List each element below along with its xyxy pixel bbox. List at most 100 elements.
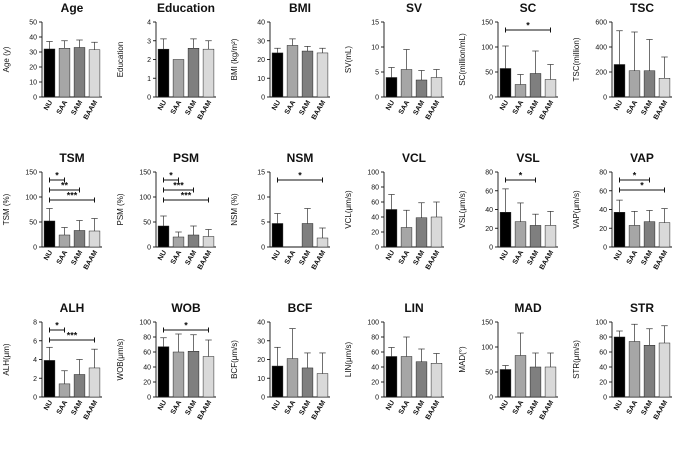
y-tick-label: 100 — [139, 320, 151, 327]
y-tick-label: 50 — [29, 220, 37, 227]
x-tick-label: NU — [385, 100, 396, 112]
y-tick-label: 100 — [481, 345, 493, 352]
y-tick-label: 3 — [147, 38, 151, 45]
significance-label: * — [184, 321, 188, 331]
x-tick-label: SAA — [398, 400, 411, 416]
x-tick-label: SAA — [284, 250, 297, 266]
y-tick-label: 400 — [595, 45, 607, 52]
y-axis-label: BMI (kg/m²) — [230, 38, 239, 80]
bar-saa — [400, 227, 413, 248]
bar-baam — [544, 366, 557, 398]
y-axis-label: WOB(μm/s) — [116, 338, 125, 380]
significance-label: *** — [181, 191, 192, 201]
x-tick-label: NU — [157, 250, 168, 262]
x-tick-label: NU — [157, 400, 168, 412]
y-tick-label: 80 — [485, 170, 493, 177]
y-tick-label: 150 — [25, 170, 37, 177]
significance-label: * — [55, 321, 59, 331]
bar-saa — [628, 341, 641, 398]
y-tick-label: 100 — [481, 45, 493, 52]
bar-baam — [202, 48, 215, 98]
x-tick-label: BAAM — [311, 99, 328, 121]
y-tick-label: 20 — [143, 380, 151, 387]
x-tick-label: NU — [613, 250, 624, 262]
x-tick-label: SAA — [626, 250, 639, 266]
significance-label: * — [519, 171, 523, 181]
x-tick-label: NU — [499, 400, 510, 412]
bar-baam — [544, 225, 557, 248]
y-tick-label: 50 — [29, 20, 37, 27]
bar-saa — [286, 45, 299, 98]
x-tick-label: BAAM — [83, 99, 100, 121]
y-tick-label: 0 — [603, 95, 607, 102]
bar-sam — [73, 374, 86, 398]
y-tick-label: 0 — [33, 95, 37, 102]
x-tick-label: SAM — [526, 249, 540, 266]
significance-label: * — [169, 171, 173, 181]
chart-title: TSC — [630, 1, 654, 15]
x-tick-label: NU — [43, 400, 54, 412]
y-axis-label: SV(mL) — [344, 46, 353, 73]
y-tick-label: 100 — [25, 195, 37, 202]
y-tick-label: 100 — [367, 320, 379, 327]
y-tick-label: 2 — [147, 57, 151, 64]
x-tick-label: BAAM — [311, 249, 328, 271]
x-tick-label: SAA — [512, 400, 525, 416]
significance-label: * — [55, 171, 59, 181]
x-tick-label: SAA — [626, 100, 639, 116]
x-tick-label: NU — [271, 400, 282, 412]
bar-nu — [157, 225, 170, 248]
bar-baam — [316, 237, 329, 248]
x-tick-label: SAA — [56, 100, 69, 116]
y-axis-label: VAP(μm/s) — [572, 190, 581, 229]
chart-title: MAD — [514, 301, 542, 315]
y-tick-label: 60 — [599, 350, 607, 357]
chart-title: VSL — [516, 151, 539, 165]
bar-sam — [529, 366, 542, 398]
bar-nu — [271, 52, 284, 98]
x-tick-label: NU — [499, 250, 510, 262]
x-tick-label: BAAM — [653, 99, 670, 121]
x-tick-label: BAAM — [197, 249, 214, 271]
bar-baam — [658, 342, 671, 398]
y-tick-label: 20 — [257, 357, 265, 364]
x-tick-label: SAA — [626, 400, 639, 416]
significance-label: * — [526, 21, 530, 31]
bar-baam — [658, 78, 671, 98]
chart-title: Education — [157, 1, 215, 15]
y-tick-label: 15 — [257, 170, 265, 177]
y-tick-label: 60 — [371, 200, 379, 207]
y-tick-label: 80 — [371, 185, 379, 192]
chart-title: STR — [630, 301, 654, 315]
y-tick-label: 0 — [33, 395, 37, 402]
bar-saa — [172, 59, 185, 98]
x-tick-label: SAM — [184, 249, 198, 266]
y-tick-label: 40 — [257, 320, 265, 327]
y-tick-label: 30 — [257, 338, 265, 345]
y-tick-label: 0 — [33, 245, 37, 252]
x-tick-label: SAM — [526, 99, 540, 116]
y-axis-label: TSM (%) — [2, 193, 11, 225]
y-tick-label: 0 — [261, 245, 265, 252]
bar-nu — [157, 346, 170, 398]
y-tick-label: 40 — [485, 207, 493, 214]
bar-sam — [529, 225, 542, 248]
x-tick-label: BAAM — [653, 399, 670, 421]
y-tick-label: 20 — [599, 226, 607, 233]
y-tick-label: 50 — [143, 220, 151, 227]
x-tick-label: SAM — [412, 399, 426, 416]
y-tick-label: 150 — [481, 320, 493, 327]
x-tick-label: SAM — [70, 99, 84, 116]
bar-baam — [658, 222, 671, 248]
x-tick-label: SAA — [170, 100, 183, 116]
y-tick-label: 80 — [371, 335, 379, 342]
chart-title: ALH — [60, 301, 85, 315]
chart-title: VCL — [402, 151, 426, 165]
